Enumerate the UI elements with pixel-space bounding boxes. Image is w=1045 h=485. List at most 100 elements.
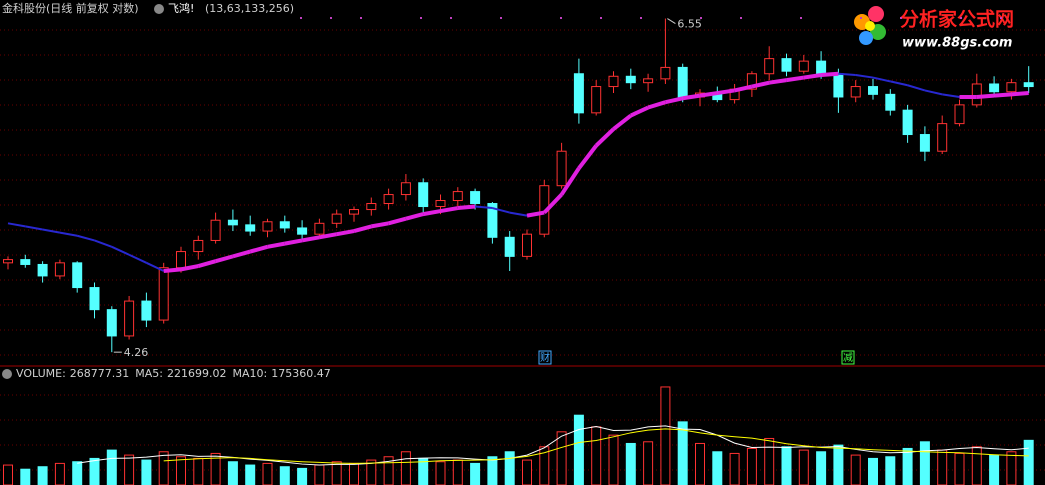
candle-body <box>954 104 965 125</box>
volume-bar <box>400 451 411 485</box>
candle-body <box>504 236 515 257</box>
candle-body <box>89 287 100 311</box>
low-label: 4.26 <box>124 346 149 359</box>
event-box <box>538 350 552 365</box>
indicator-line <box>838 72 856 77</box>
candle-body <box>919 134 930 152</box>
indicator-line <box>370 221 389 229</box>
volume-bar <box>677 421 688 485</box>
candle-body <box>176 251 186 269</box>
menu-icon[interactable] <box>154 4 164 14</box>
indicator-line <box>94 239 113 248</box>
candle-body <box>937 123 948 152</box>
indicator-line <box>7 222 26 228</box>
volume-bar <box>971 446 982 485</box>
indicator-line <box>786 75 805 83</box>
candle-body <box>279 221 290 229</box>
indicator-line <box>976 93 995 99</box>
candle-body <box>885 93 896 111</box>
indicator-line <box>336 229 355 237</box>
indicator-line <box>890 80 908 87</box>
candle-body <box>262 221 273 232</box>
volume-bar <box>124 454 135 485</box>
indicator-line <box>145 261 165 272</box>
volume-bar <box>764 437 775 485</box>
volume-bar <box>20 468 31 485</box>
volume-bar <box>885 456 896 485</box>
indicator-line <box>768 78 787 85</box>
candle-body <box>37 263 48 277</box>
indicator-line <box>215 254 234 264</box>
grid <box>0 29 1045 471</box>
volume-bar <box>868 457 878 485</box>
volume-bar <box>297 467 308 485</box>
candle-body <box>556 150 567 187</box>
volume-bar <box>37 466 48 485</box>
candle-body <box>349 209 359 215</box>
candle-body <box>746 73 757 90</box>
candle-body <box>522 233 532 257</box>
volume-bar <box>695 442 705 485</box>
indicator-line <box>803 73 822 80</box>
volume-bar <box>210 452 221 485</box>
volume-bar <box>504 451 515 485</box>
candle-body <box>106 309 117 337</box>
candle-body <box>608 75 619 88</box>
volume-bar <box>349 462 359 485</box>
indicator-line <box>301 235 320 243</box>
volume-bar <box>816 451 827 485</box>
top-marker <box>740 17 742 19</box>
indicator-line <box>594 127 615 148</box>
indicator-line <box>942 93 960 98</box>
candle-body <box>971 83 982 106</box>
volume-bar <box>746 447 757 485</box>
volume-bar <box>158 451 169 485</box>
top-marker <box>560 17 562 19</box>
stock-title: 金科股份(日线 前复权 对数) <box>2 1 139 15</box>
candle-body <box>902 109 913 136</box>
candle-body <box>124 300 135 337</box>
volume-bar <box>712 451 723 485</box>
indicator-line <box>509 211 528 217</box>
volume-bar <box>383 456 394 485</box>
volume-bar <box>470 462 481 485</box>
volume-bar <box>954 452 965 485</box>
high-pointer <box>667 18 676 24</box>
indicator-line <box>76 234 95 242</box>
candle-body <box>643 78 654 84</box>
top-marker <box>330 17 332 19</box>
indicator-line <box>872 76 891 83</box>
candle-body <box>54 262 65 277</box>
indicator-line <box>647 100 666 110</box>
indicator-line <box>924 89 943 96</box>
volume-bar <box>418 457 429 485</box>
volume-bar <box>262 462 273 485</box>
candle-body <box>591 86 602 114</box>
candle-body <box>989 83 1000 93</box>
volume-bar <box>625 442 636 485</box>
volume-bar <box>937 449 948 485</box>
indicator-line <box>197 259 217 269</box>
event-box <box>841 350 855 365</box>
indicator-line <box>1011 91 1029 97</box>
candle-body <box>366 203 377 211</box>
top-marker <box>300 17 302 19</box>
candle-body <box>573 73 584 114</box>
candle-body <box>245 224 256 232</box>
volume-bar <box>539 446 550 485</box>
volume-bar <box>522 459 532 485</box>
candle-body <box>764 58 775 75</box>
menu-icon[interactable] <box>2 369 12 379</box>
volume-bar <box>781 446 792 485</box>
indicator-name: 飞鸿! <box>168 1 194 15</box>
indicator-line <box>128 253 147 264</box>
indicator-line <box>629 105 649 118</box>
top-marker <box>900 17 902 19</box>
high-label: 6.55 <box>677 18 702 31</box>
candle-body <box>677 66 688 98</box>
indicator-line <box>612 113 633 131</box>
indicator-line <box>820 71 839 78</box>
candle-body <box>1006 82 1017 93</box>
indicator-line <box>475 205 493 210</box>
volume-bar <box>106 449 117 485</box>
